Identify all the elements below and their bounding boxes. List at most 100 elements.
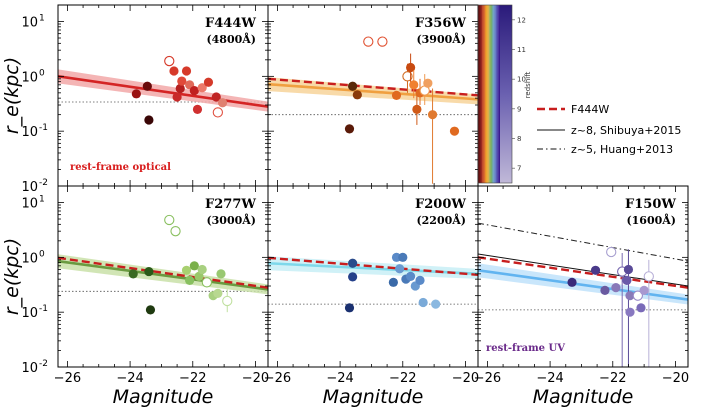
plot-area (268, 36, 478, 184)
x-tick-label: −22 (599, 371, 626, 386)
panel-wavelength: (2200Å) (416, 213, 466, 227)
x-tick-label: −20 (662, 371, 689, 386)
data-point (623, 264, 634, 275)
legend-label: z~8, Shibuya+2015 (571, 124, 681, 137)
x-axis-label: Magnitude (533, 386, 634, 408)
colorbar-band (493, 5, 495, 183)
x-axis-label: Magnitude (323, 386, 424, 408)
data-point (145, 305, 156, 315)
legend: F444W z~8, Shibuya+2015 z~5, Huang+2013 (537, 103, 681, 156)
colorbar-band (482, 5, 484, 183)
plot-area (58, 214, 268, 315)
panel-title: F356W (415, 16, 466, 31)
colorbar-band (491, 5, 494, 183)
data-point (144, 266, 154, 277)
colorbar-band (486, 5, 488, 183)
data-point (409, 80, 419, 90)
data-point (352, 90, 362, 100)
panel-title: F277W (205, 197, 256, 212)
panel-frame (477, 185, 689, 368)
data-point (567, 277, 577, 287)
data-point (600, 285, 610, 295)
data-point (128, 269, 138, 279)
data-point (142, 81, 152, 91)
y-axis-label: r_e(kpc) (1, 57, 23, 134)
panel-wavelength: (4800Å) (206, 32, 256, 46)
colorbar-band (498, 5, 501, 183)
data-point-open (377, 36, 388, 47)
y-tick-label: 10 (21, 361, 38, 376)
colorbar-band (494, 5, 497, 183)
data-point (398, 252, 408, 262)
data-point-open (170, 226, 181, 237)
colorbar-band (490, 5, 493, 183)
data-point (185, 275, 195, 285)
data-point (590, 265, 601, 275)
y-axis-label: r_e(kpc) (1, 238, 23, 315)
data-point-open (164, 214, 175, 226)
data-point (203, 77, 214, 87)
data-point (622, 275, 632, 285)
data-point (344, 303, 355, 313)
x-axis-label: Magnitude (113, 386, 214, 408)
panel-wavelength: (3900Å) (416, 32, 466, 46)
data-point (348, 272, 358, 282)
data-point (427, 110, 438, 120)
data-point-open (212, 107, 224, 118)
y-tick-label: 10 (21, 180, 38, 195)
panel-title: F150W (625, 197, 676, 212)
panel-note: rest-frame optical (70, 162, 171, 173)
plot-area (478, 222, 688, 367)
data-point (406, 62, 416, 73)
colorbar-band (484, 5, 487, 183)
x-tick-label: −24 (116, 371, 143, 386)
colorbar-band (478, 5, 480, 183)
panel-title: F444W (205, 16, 256, 31)
panel-f356w: F356W(3900Å) (267, 4, 479, 187)
y-tick-exponent: -1 (39, 123, 48, 133)
data-point (395, 264, 405, 274)
data-point (197, 264, 207, 275)
data-point (611, 283, 621, 293)
data-point (423, 78, 433, 88)
panel-title: F200W (415, 197, 466, 212)
plot-area (58, 55, 268, 125)
data-point (213, 288, 223, 298)
y-tick-exponent: 0 (39, 249, 45, 259)
data-point (177, 76, 187, 86)
data-point (412, 104, 422, 114)
colorbar-band (480, 5, 483, 183)
data-point (636, 303, 646, 313)
y-tick-label: 10 (21, 70, 38, 85)
colorbar-tick-label: 12 (517, 16, 526, 24)
x-tick-label: −20 (452, 371, 479, 386)
data-point (181, 265, 192, 275)
data-point (197, 83, 207, 93)
legend-label: z~5, Huang+2013 (571, 143, 673, 156)
y-tick-label: 10 (21, 197, 38, 212)
data-point (217, 98, 228, 108)
x-tick-label: −22 (389, 371, 416, 386)
y-tick-exponent: 1 (39, 195, 45, 205)
colorbar-frame (477, 4, 513, 184)
data-point (189, 261, 199, 271)
data-point (216, 269, 226, 279)
f444w-dashed-line (268, 256, 478, 277)
data-point (391, 90, 402, 100)
data-point (181, 66, 192, 76)
x-tick-label: −20 (242, 371, 269, 386)
colorbar-tick-label: 8 (517, 135, 521, 143)
data-point-open (164, 55, 175, 67)
data-point (625, 307, 635, 317)
y-tick-exponent: -2 (39, 178, 48, 188)
panel-wavelength: (3000Å) (206, 213, 256, 227)
data-point (449, 126, 460, 136)
fit-line (58, 259, 268, 291)
y-tick-label: 10 (21, 251, 38, 266)
y-tick-label: 10 (21, 16, 38, 31)
x-tick-label: −26 (474, 371, 501, 386)
fit-line (478, 269, 688, 301)
data-point (189, 85, 199, 96)
y-tick-exponent: 1 (39, 14, 45, 24)
